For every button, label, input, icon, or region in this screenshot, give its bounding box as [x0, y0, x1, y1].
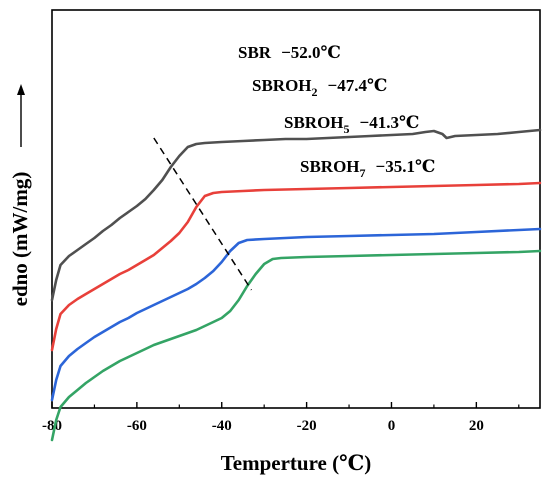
annotation-value: −41.3℃ [360, 113, 420, 132]
y-axis-arrow [17, 84, 25, 147]
annotation-value: −47.4℃ [328, 76, 388, 95]
annotation-subscript: 5 [344, 122, 350, 136]
annotation-value: −35.1℃ [376, 157, 436, 176]
annotation-sbr: SBR −52.0℃ [238, 43, 341, 62]
x-tick-label: -60 [127, 418, 147, 434]
curve-sbroh5 [50, 227, 542, 402]
annotation-sbroh2: SBROH2 −47.4℃ [252, 76, 387, 99]
annotation-value: −52.0℃ [281, 43, 341, 62]
annotation-base: SBROH [300, 157, 360, 176]
curve-sbr [50, 128, 542, 302]
annotation-sbroh7: SBROH7 −35.1℃ [300, 157, 435, 180]
y-arrow-head [17, 84, 25, 95]
x-tick-label: 20 [469, 418, 484, 434]
plot-frame [51, 9, 541, 409]
x-tick-label: -40 [212, 418, 232, 434]
tg-guide [153, 137, 253, 291]
curve-sbroh2 [50, 181, 542, 352]
annotation-base: SBR [238, 43, 272, 62]
x-tick-label: -80 [42, 418, 62, 434]
annotation-sbroh5: SBROH5 −41.3℃ [284, 113, 419, 136]
annotation-base: SBROH [284, 113, 344, 132]
annotation-base: SBROH [252, 76, 312, 95]
annotation-subscript: 7 [360, 166, 366, 180]
x-tick-label: -20 [297, 418, 317, 434]
curve-sbroh7 [50, 249, 542, 442]
y-axis-label: edno (mW/mg) [8, 172, 32, 307]
annotation-subscript: 2 [312, 85, 318, 99]
curves [50, 128, 542, 442]
x-axis-label: Temperture (℃) [221, 451, 372, 475]
axes: -80 -60 -40 -20 0 20 [42, 9, 541, 434]
x-tick-label: 0 [388, 418, 396, 434]
tg-dashed-line [153, 137, 253, 291]
